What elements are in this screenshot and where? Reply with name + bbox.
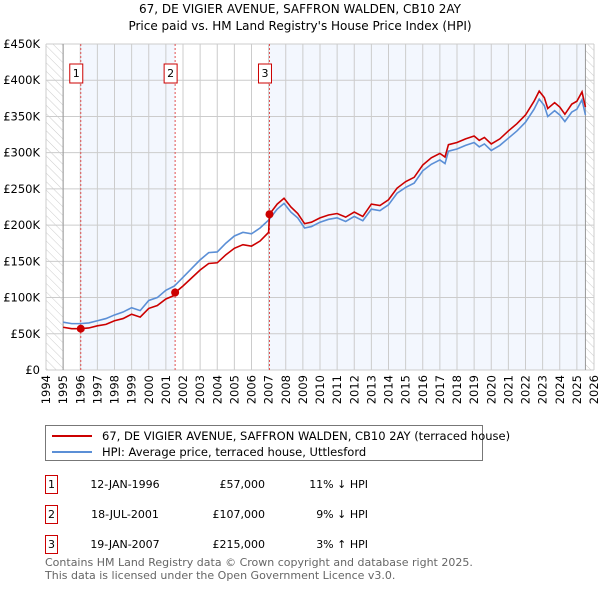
sale-point	[265, 210, 274, 219]
no-data-hatch	[585, 44, 594, 370]
footer-copyright: Contains HM Land Registry data © Crown c…	[45, 556, 473, 569]
sale-number-box	[257, 63, 272, 84]
sale-hpi-diff: 3% ↑ HPI	[316, 538, 368, 551]
legend: 67, DE VIGIER AVENUE, SAFFRON WALDEN, CB…	[45, 425, 510, 461]
sale-badge: 2	[45, 505, 58, 524]
x-tick-label: 1997	[90, 375, 104, 404]
sale-row: 2 18-JUL-2001 £107,000 9% ↓ HPI	[45, 505, 485, 527]
x-tick-label: 2003	[193, 375, 207, 404]
footer-licence: This data is licensed under the Open Gov…	[45, 569, 396, 582]
x-tick-label: 2008	[279, 375, 293, 404]
x-tick-label: 2007	[262, 375, 276, 404]
y-tick-label: £250K	[3, 182, 40, 196]
x-tick-label: 2006	[245, 375, 259, 404]
legend-swatch-red	[52, 435, 92, 437]
shaded-period	[269, 44, 586, 370]
sale-price: £107,000	[212, 508, 266, 521]
property-price-line	[62, 89, 587, 330]
x-tick-label: 2018	[450, 375, 464, 404]
x-tick-label: 2019	[467, 375, 481, 404]
x-tick-label: 2004	[210, 375, 224, 404]
x-tick-label: 2000	[142, 375, 156, 404]
x-tick-label: 2013	[364, 375, 378, 404]
hpi-line	[62, 97, 587, 325]
x-tick-label: 2015	[399, 375, 413, 404]
legend-item-hpi: HPI: Average price, terraced house, Uttl…	[52, 444, 366, 460]
y-tick-label: £350K	[3, 109, 40, 123]
sale-number-label: 1	[73, 67, 80, 80]
x-tick-label: 2016	[416, 375, 430, 404]
x-tick-label: 2025	[570, 375, 584, 404]
sale-number-label: 2	[167, 67, 174, 80]
x-tick-label: 1994	[39, 375, 53, 404]
x-tick-label: 1999	[125, 375, 139, 404]
x-tick-label: 2026	[587, 375, 600, 404]
x-tick-label: 2001	[159, 375, 173, 404]
sale-price: £57,000	[219, 478, 266, 491]
sale-date: 12-JAN-1996	[90, 478, 160, 491]
y-tick-label: £50K	[11, 327, 41, 341]
chart-subtitle: Price paid vs. HM Land Registry's House …	[128, 19, 472, 33]
sale-number-label: 3	[261, 67, 268, 80]
x-tick-label: 2020	[484, 375, 498, 404]
sale-date: 19-JAN-2007	[90, 538, 160, 551]
sale-row: 1 12-JAN-1996 £57,000 11% ↓ HPI	[45, 475, 485, 497]
x-tick-label: 2009	[296, 375, 310, 404]
sale-number-box	[163, 63, 178, 84]
x-tick-label: 2010	[313, 375, 327, 404]
legend-swatch-blue	[52, 451, 92, 453]
sale-number-box	[69, 63, 84, 84]
sale-date: 18-JUL-2001	[91, 508, 159, 521]
sale-badge: 1	[45, 475, 58, 494]
sale-badge: 3	[45, 535, 58, 554]
y-tick-label: £400K	[3, 73, 40, 87]
chart-title: 67, DE VIGIER AVENUE, SAFFRON WALDEN, CB…	[139, 2, 461, 16]
price-chart: 1994 1995 1996 1997 1998 1999 2000 2001 2002 2003…	[3, 37, 600, 404]
x-tick-label: 2017	[433, 375, 447, 404]
x-tick-label: 2014	[382, 375, 396, 404]
legend-label: HPI: Average price, terraced house, Uttl…	[102, 445, 367, 459]
x-tick-label: 2011	[330, 375, 344, 404]
y-tick-label: £150K	[3, 254, 40, 268]
legend-label: 67, DE VIGIER AVENUE, SAFFRON WALDEN, CB…	[102, 429, 511, 443]
x-tick-label: 2023	[536, 375, 550, 404]
no-data-hatch	[46, 44, 64, 370]
x-tick-label: 2022	[519, 375, 533, 404]
x-tick-label: 2005	[227, 375, 241, 404]
x-tick-label: 1998	[108, 375, 122, 404]
x-tick-label: 2024	[553, 375, 567, 404]
sale-point	[76, 324, 85, 333]
y-tick-label: £100K	[3, 291, 40, 305]
legend-item-property: 67, DE VIGIER AVENUE, SAFFRON WALDEN, CB…	[52, 428, 510, 444]
y-tick-label: £0	[25, 363, 40, 377]
x-tick-label: 2021	[501, 375, 515, 404]
x-tick-label: 1995	[56, 375, 70, 404]
sale-hpi-diff: 11% ↓ HPI	[309, 478, 368, 491]
sale-row: 3 19-JAN-2007 £215,000 3% ↑ HPI	[45, 535, 485, 557]
sale-point	[171, 288, 180, 297]
x-tick-label: 1996	[73, 375, 87, 404]
x-tick-label: 2012	[347, 375, 361, 404]
x-tick-label: 2002	[176, 375, 190, 404]
y-tick-label: £200K	[3, 218, 40, 232]
y-tick-label: £300K	[3, 146, 40, 160]
sale-hpi-diff: 9% ↓ HPI	[316, 508, 368, 521]
y-tick-label: £450K	[3, 37, 40, 51]
sale-price: £215,000	[212, 538, 266, 551]
